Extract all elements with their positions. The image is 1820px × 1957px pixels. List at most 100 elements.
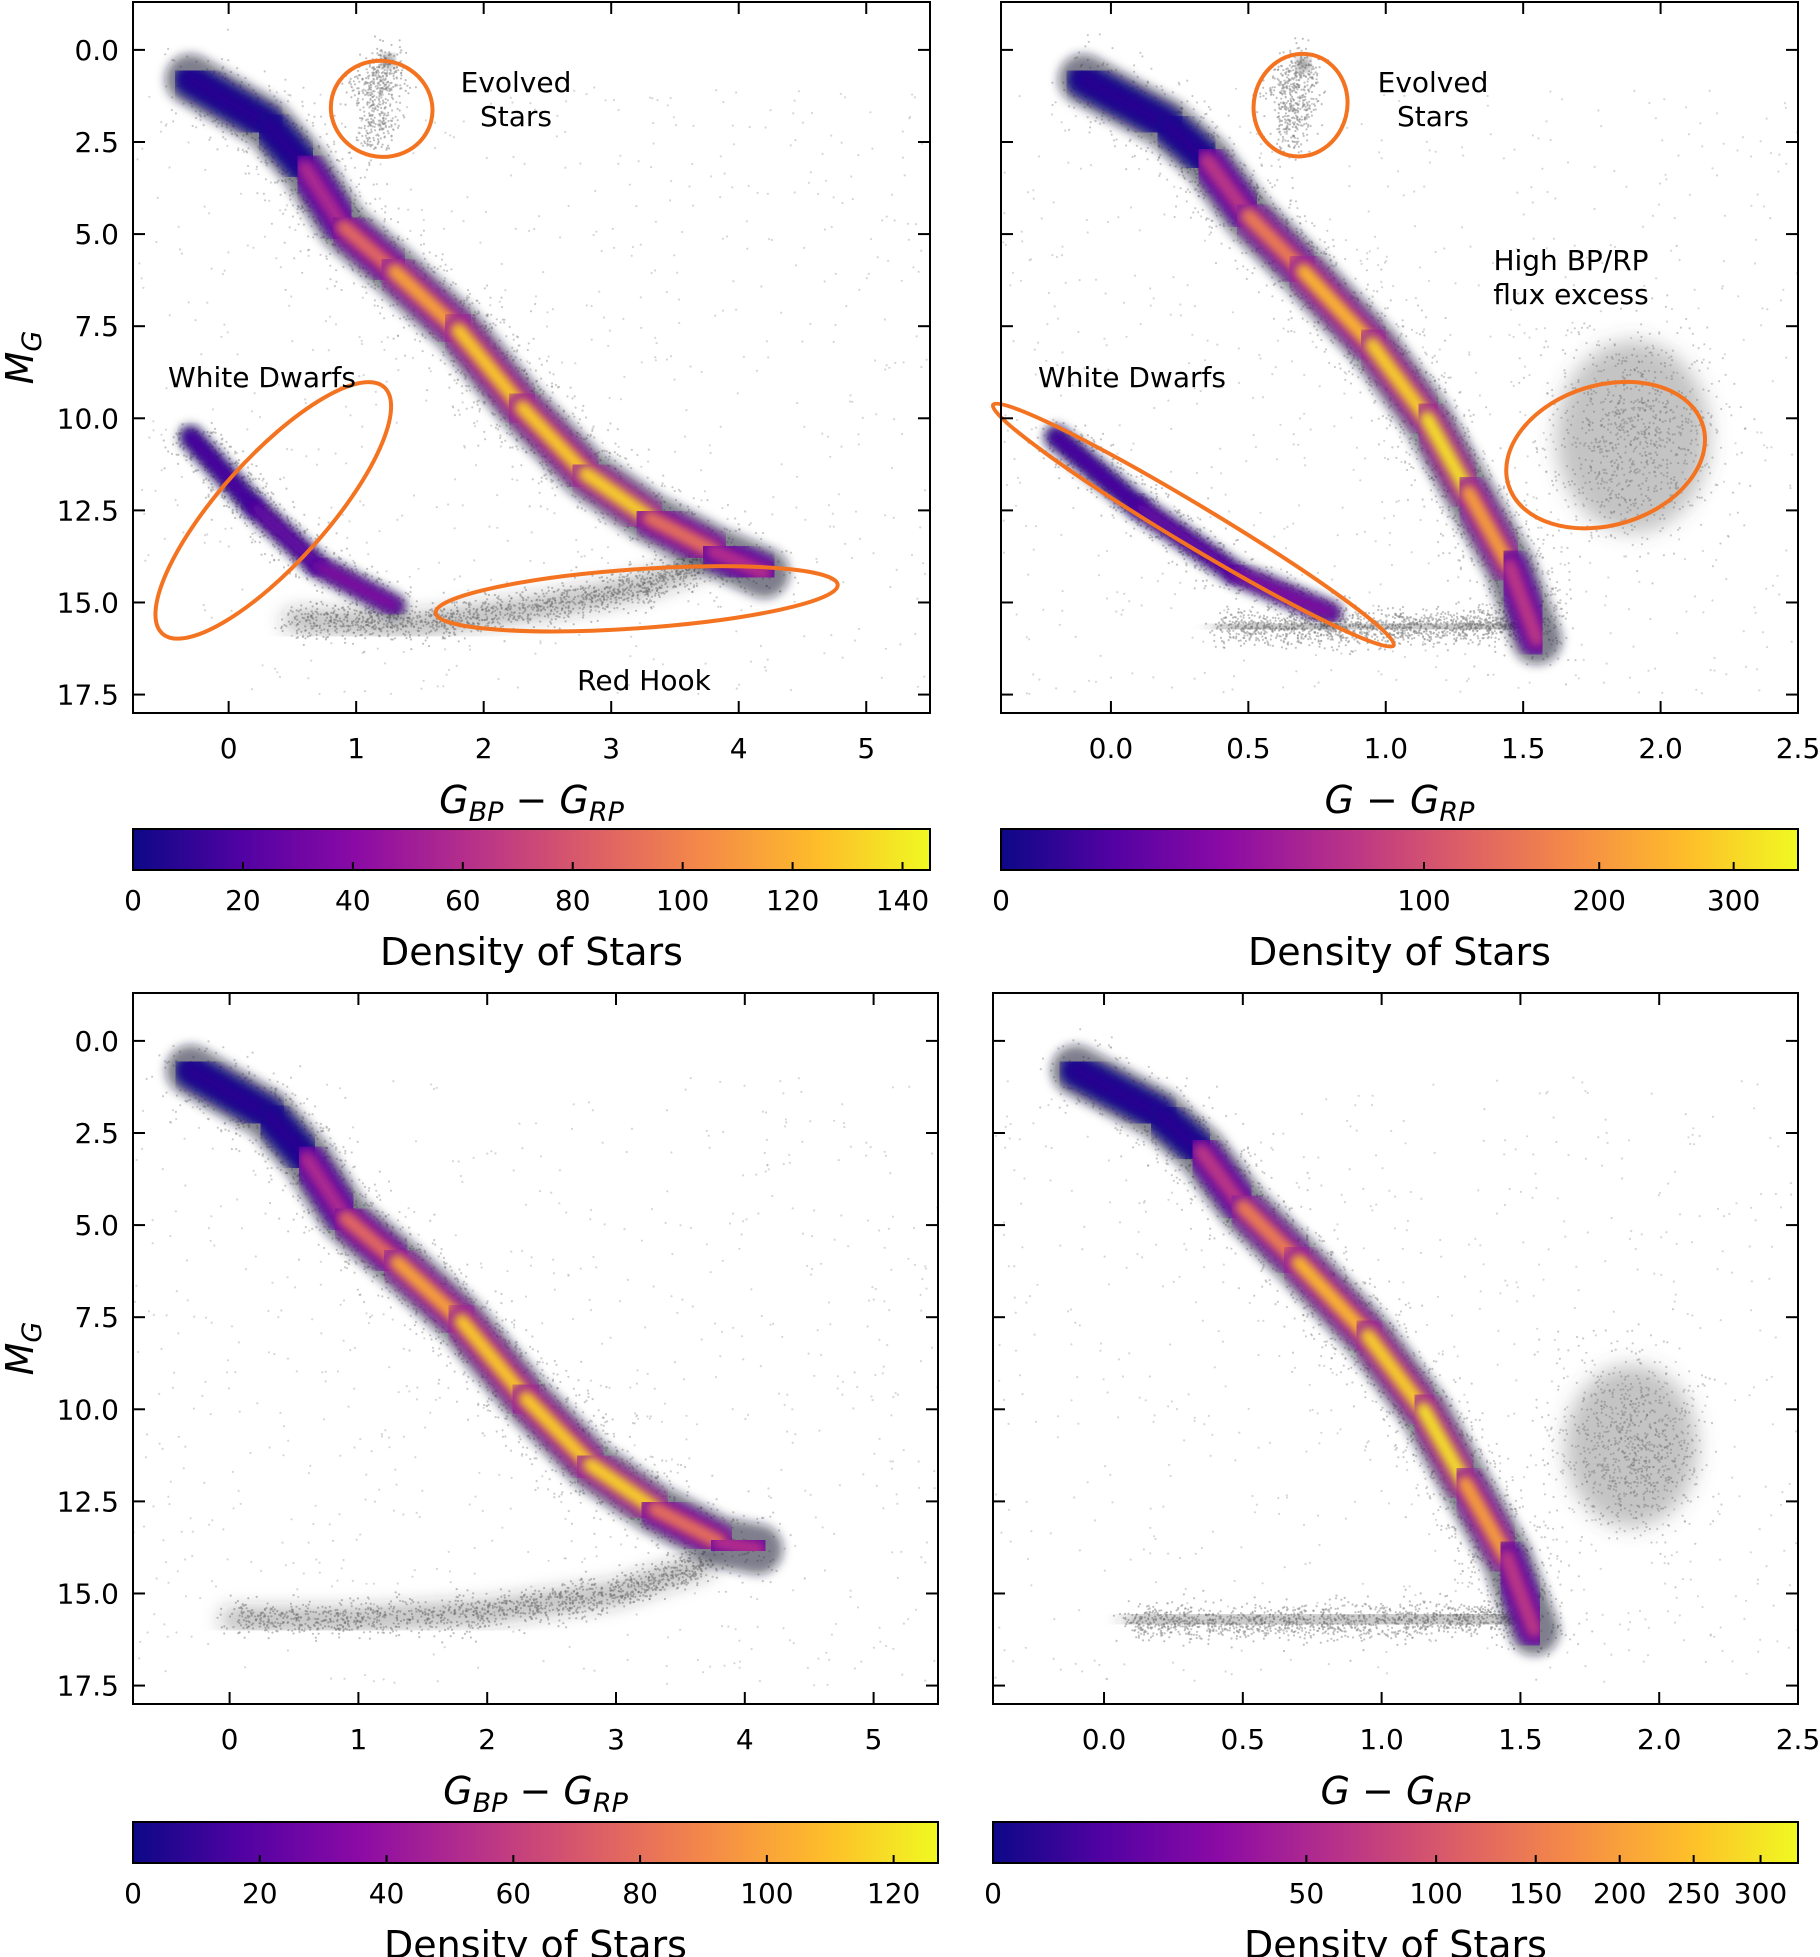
colorbar-tick-label: 80	[555, 884, 591, 917]
y-tick-label: 2.5	[74, 126, 119, 159]
x-axis-label: G − GRP	[1325, 778, 1476, 828]
red-clump	[1297, 58, 1310, 71]
colorbar-tick-label: 100	[740, 1877, 793, 1910]
colorbar-tick-label: 0	[124, 884, 142, 917]
x-tick-label: 1	[349, 1723, 367, 1756]
faint-branch	[284, 557, 709, 633]
colorbar-tick-label: 120	[766, 884, 819, 917]
colorbar-tick-label: 100	[656, 884, 709, 917]
x-tick-label: 2.5	[1776, 732, 1820, 765]
colorbar-gradient	[1000, 828, 1799, 871]
y-tick-label: 12.5	[57, 1485, 119, 1518]
x-tick-label: 2.0	[1637, 1723, 1682, 1756]
x-tick-label: 0.0	[1089, 732, 1134, 765]
x-tick-label: 2.0	[1638, 732, 1683, 765]
axes-frame	[992, 992, 1799, 1705]
main-sequence-ridge	[1051, 1045, 1560, 1656]
region-ellipse	[328, 58, 435, 159]
ticks: 0.0 0.5 1.0 1.5 2.0 2.5	[1001, 2, 1820, 765]
region-ellipse	[990, 401, 1396, 649]
colorbar-tick-label: 200	[1572, 884, 1625, 917]
x-tick-label: 1.0	[1359, 1723, 1404, 1756]
x-tick-label: 0	[220, 732, 238, 765]
colorbar-tick-label: 60	[445, 884, 481, 917]
region-label: Red Hook	[577, 664, 711, 697]
colorbar-gradient	[132, 828, 931, 871]
panel-bottom-right: 0.0 0.5 1.0 1.5 2.0 2.5 G − GRP 0 50 100 150 200 250…	[984, 992, 1820, 1957]
region-label: White Dwarfs	[1038, 361, 1226, 394]
y-tick-label: 10.0	[57, 1393, 119, 1426]
x-axis-label: GBP − GRP	[443, 1769, 628, 1819]
colorbar-label: Density of Stars	[1248, 930, 1551, 974]
colorbar-tick-label: 120	[867, 1877, 920, 1910]
colorbar-tick-label: 50	[1289, 1877, 1325, 1910]
region-label: Evolved Stars	[1378, 66, 1489, 133]
axes-frame	[132, 992, 939, 1705]
region-ellipse	[433, 564, 840, 634]
panel-bottom-left: 0 1 2 3 4 5 0.0 2.5 5.0 7.5 10.0 12.5 15.0 17.5 GBP − …	[0, 992, 939, 1957]
y-tick-label: 10.0	[57, 402, 119, 435]
white-dwarf-ridge	[1043, 424, 1344, 627]
colorbar-tick-label: 0	[992, 884, 1010, 917]
x-tick-label: 1.5	[1498, 1723, 1543, 1756]
x-axis-label: G − GRP	[1321, 1769, 1472, 1819]
colorbar-tick-label: 200	[1593, 1877, 1646, 1910]
region-ellipse	[153, 380, 394, 641]
colorbar-tick-label: 40	[369, 1877, 405, 1910]
colorbar-tick-label: 100	[1397, 884, 1450, 917]
plot-area	[1002, 33, 1798, 695]
axes-frame	[132, 1, 931, 714]
colorbar: 0 50 100 150 200 250 300 Density of Stars	[984, 1821, 1799, 1957]
region-ellipse	[1504, 379, 1707, 531]
colorbar-gradient	[992, 1821, 1799, 1864]
colorbar: 0 20 40 60 80 100 120 Density of Stars	[124, 1821, 939, 1957]
panel-top-right: 0.0 0.5 1.0 1.5 2.0 2.5 G − GRP 0 100 200 300 Densi…	[990, 1, 1820, 974]
y-axis-label: MG	[0, 1322, 48, 1376]
x-tick-label: 5	[865, 1723, 883, 1756]
region-ellipse	[1251, 51, 1350, 159]
flux-excess-cloud	[1564, 1365, 1699, 1528]
y-tick-label: 5.0	[74, 1209, 119, 1242]
x-tick-label: 2	[475, 732, 493, 765]
region-label: Evolved Stars	[461, 66, 572, 133]
colorbar-tick-label: 0	[984, 1877, 1002, 1910]
x-tick-label: 0.5	[1226, 732, 1271, 765]
y-tick-label: 15.0	[57, 586, 119, 619]
colorbar-tick-label: 20	[242, 1877, 278, 1910]
colorbar-tick-label: 60	[495, 1877, 531, 1910]
y-tick-label: 5.0	[74, 218, 119, 251]
plot-area	[133, 28, 930, 696]
field-stars	[133, 1040, 938, 1687]
faint-branch	[1212, 616, 1532, 637]
colorbar-tick-label: 0	[124, 1877, 142, 1910]
colorbar: 0 100 200 300 Density of Stars	[992, 828, 1799, 974]
x-axis-label: GBP − GRP	[439, 778, 624, 828]
y-tick-label: 0.0	[74, 1025, 119, 1058]
plot-area	[133, 1040, 938, 1687]
colorbar: 0 20 40 60 80 100 120 140 Density of Stars	[124, 828, 931, 974]
x-tick-label: 1	[347, 732, 365, 765]
colorbar-tick-label: 250	[1667, 1877, 1720, 1910]
region-label: High BP/RP flux excess	[1493, 244, 1648, 311]
x-tick-label: 4	[736, 1723, 754, 1756]
y-tick-label: 0.0	[74, 34, 119, 67]
colorbar-label: Density of Stars	[380, 930, 683, 974]
x-tick-label: 2.5	[1776, 1723, 1820, 1756]
ticks: 0 1 2 3 4 5 0.0 2.5 5.0 7.5 10.0 12.5 15.0 17.5	[57, 2, 930, 765]
x-tick-label: 5	[857, 732, 875, 765]
panel-top-left: 0 1 2 3 4 5 0.0 2.5 5.0 7.5 10.0 12.5 15.0 17.5 GBP − …	[0, 1, 931, 974]
ticks: 0.0 0.5 1.0 1.5 2.0 2.5	[993, 993, 1820, 1756]
colorbar-tick-label: 100	[1409, 1877, 1462, 1910]
white-dwarf-ridge	[177, 424, 408, 619]
x-tick-label: 4	[730, 732, 748, 765]
flux-excess-cloud	[1556, 340, 1711, 533]
colorbar-label: Density of Stars	[1244, 1923, 1547, 1957]
colorbar-tick-label: 150	[1509, 1877, 1562, 1910]
main-sequence-ridge	[165, 1045, 783, 1575]
y-tick-label: 15.0	[57, 1577, 119, 1610]
colorbar-tick-label: 300	[1734, 1877, 1787, 1910]
y-axis-label: MG	[0, 331, 48, 385]
x-tick-label: 0.5	[1221, 1723, 1266, 1756]
x-tick-label: 1.5	[1501, 732, 1546, 765]
